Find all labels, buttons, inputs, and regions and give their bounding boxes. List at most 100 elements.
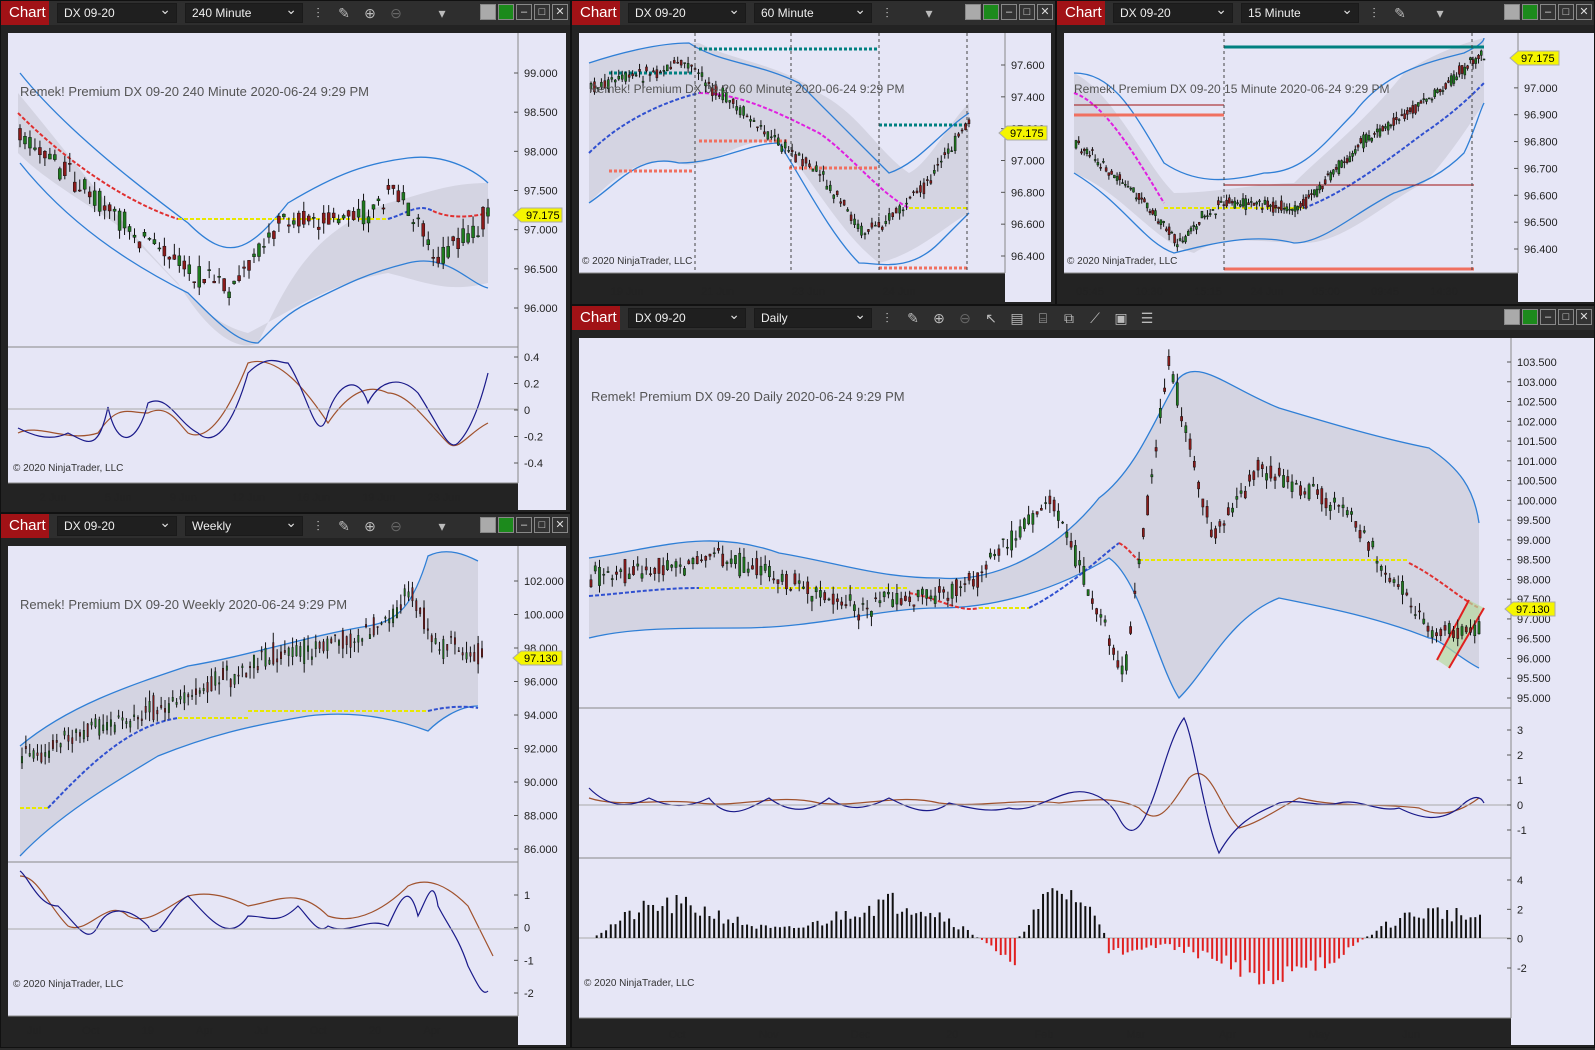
candle-body: [1299, 485, 1302, 496]
properties-icon[interactable]: ☰: [1140, 310, 1154, 326]
zoom-in-icon[interactable]: ⊕: [933, 310, 945, 326]
drawing-tool-icon[interactable]: ✎: [1394, 5, 1406, 21]
interval-selector[interactable]: Daily: [754, 305, 872, 328]
x-tick-label: 05:45: [1076, 286, 1104, 298]
candle-body: [438, 649, 441, 651]
instrument-selector[interactable]: DX 09-20: [628, 0, 746, 23]
maximize-button[interactable]: □: [1558, 4, 1574, 20]
candle-body: [1040, 508, 1043, 511]
histogram-bar: [1150, 938, 1153, 946]
maximize-button[interactable]: □: [1019, 4, 1035, 20]
interval-selector[interactable]: 60 Minute: [754, 0, 872, 23]
chart-panel[interactable]: Remek! Premium DX 09-20 Daily 2020-06-24…: [579, 338, 1594, 1045]
link-icon[interactable]: [1522, 4, 1538, 20]
chart-label[interactable]: Chart: [572, 1, 620, 25]
close-button[interactable]: ✕: [1576, 309, 1592, 325]
minimize-button[interactable]: –: [1540, 4, 1556, 20]
close-button[interactable]: ✕: [1576, 4, 1592, 20]
candle-body: [1252, 471, 1256, 480]
color-icon[interactable]: [965, 4, 981, 20]
candle-body: [891, 599, 895, 607]
chevron-down-icon[interactable]: ▾: [925, 5, 933, 21]
interval-selector[interactable]: 240 Minute: [185, 0, 303, 23]
link-icon[interactable]: [498, 4, 514, 20]
close-button[interactable]: ✕: [552, 4, 568, 20]
maximize-button[interactable]: □: [534, 517, 550, 533]
chevron-down-icon[interactable]: ▾: [1436, 5, 1444, 21]
minimize-button[interactable]: –: [516, 517, 532, 533]
chart-window-240min[interactable]: Chart DX 09-20 240 Minute ⫶ ✎ ⊕ ⊖ ▾ – □ …: [0, 0, 571, 513]
candle-body: [326, 212, 331, 225]
chevron-down-icon[interactable]: ▾: [438, 5, 446, 21]
y-tick-label: 96.500: [1524, 217, 1558, 229]
instrument-selector[interactable]: DX 09-20: [57, 0, 177, 23]
histogram-bar: [652, 904, 655, 938]
chart-label[interactable]: Chart: [1, 514, 49, 538]
bar-type-icon[interactable]: ⫶: [885, 5, 889, 21]
candle-body: [227, 291, 231, 299]
y-tick-label: 99.500: [1517, 515, 1551, 527]
candle-body: [421, 223, 426, 237]
osc-tick-label: -0.2: [524, 432, 543, 444]
minimize-button[interactable]: –: [1001, 4, 1017, 20]
color-icon[interactable]: [480, 517, 496, 533]
x-tick-label: 16 Jun: [297, 492, 330, 504]
chart-panel[interactable]: Remek! Premium DX 09-20 Weekly 2020-06-2…: [8, 546, 566, 1045]
interval-selector[interactable]: 15 Minute: [1241, 0, 1359, 23]
chart-label[interactable]: Chart: [1057, 1, 1105, 25]
link-icon[interactable]: [983, 4, 999, 20]
instrument-selector[interactable]: DX 09-20: [628, 305, 746, 328]
zoom-in-icon[interactable]: ⊕: [364, 5, 376, 21]
instrument-selector[interactable]: DX 09-20: [1113, 0, 1233, 23]
instrument-selector[interactable]: DX 09-20: [57, 513, 177, 536]
chevron-down-icon[interactable]: ▾: [438, 518, 446, 534]
color-icon[interactable]: [480, 4, 496, 20]
zoom-out-icon[interactable]: ⊖: [390, 518, 402, 534]
link-icon[interactable]: [498, 517, 514, 533]
candle-body: [349, 633, 352, 648]
bar-type-icon[interactable]: ⫶: [885, 310, 889, 326]
chart-panel[interactable]: Remek! Premium DX 09-20 60 Minute 2020-0…: [579, 33, 1051, 302]
chart-panel[interactable]: Remek! Premium DX 09-20 240 Minute 2020-…: [8, 33, 566, 510]
maximize-button[interactable]: □: [534, 4, 550, 20]
chart-window-weekly[interactable]: Chart DX 09-20 Weekly ⫶ ✎ ⊕ ⊖ ▾ – □ ✕: [0, 513, 571, 1048]
chart-label[interactable]: Chart: [1, 1, 49, 25]
candle-body: [997, 548, 1001, 556]
pointer-icon[interactable]: ↖: [985, 310, 997, 326]
data-box-icon[interactable]: ▤: [1010, 310, 1024, 326]
close-button[interactable]: ✕: [552, 517, 568, 533]
strategies-icon[interactable]: ⧉: [1064, 310, 1074, 326]
chart-panel[interactable]: Remek! Premium DX 09-20 15 Minute 2020-0…: [1064, 33, 1594, 302]
bar-type-icon[interactable]: ⫶: [316, 518, 320, 534]
chart-window-60min[interactable]: Chart DX 09-20 60 Minute ⫶ ▾ – □ ✕: [571, 0, 1056, 305]
chart-trader-icon[interactable]: ⟋: [1090, 310, 1100, 326]
minimize-button[interactable]: –: [516, 4, 532, 20]
color-icon[interactable]: [1504, 4, 1520, 20]
minimize-button[interactable]: –: [1540, 309, 1556, 325]
candle-body: [1269, 204, 1272, 207]
histogram-bar: [764, 925, 767, 938]
candle-body: [679, 59, 683, 66]
histogram-bar: [1464, 919, 1467, 938]
maximize-button[interactable]: □: [1558, 309, 1574, 325]
interval-selector[interactable]: Weekly: [185, 513, 303, 536]
candle-body: [884, 221, 888, 224]
bar-type-icon[interactable]: ⫶: [316, 5, 320, 21]
candle-body: [51, 740, 54, 749]
templates-icon[interactable]: ▣: [1114, 310, 1128, 326]
zoom-in-icon[interactable]: ⊕: [364, 518, 376, 534]
chart-label[interactable]: Chart: [572, 306, 620, 330]
zoom-out-icon[interactable]: ⊖: [959, 310, 971, 326]
drawing-tool-icon[interactable]: ✎: [338, 518, 350, 534]
close-button[interactable]: ✕: [1037, 4, 1053, 20]
drawing-tool-icon[interactable]: ✎: [338, 5, 350, 21]
candle-body: [1010, 530, 1013, 551]
chart-window-daily[interactable]: Chart DX 09-20 Daily ⫶ ✎ ⊕ ⊖ ↖ ▤ ⌸ ⧉ ⟋ ▣…: [571, 305, 1595, 1048]
drawing-tool-icon[interactable]: ✎: [907, 310, 919, 326]
indicators-icon[interactable]: ⌸: [1038, 310, 1048, 326]
color-icon[interactable]: [1504, 309, 1520, 325]
link-icon[interactable]: [1522, 309, 1538, 325]
bar-type-icon[interactable]: ⫶: [1372, 5, 1376, 21]
chart-window-15min[interactable]: Chart DX 09-20 15 Minute ⫶ ✎ ▾ – □ ✕: [1056, 0, 1595, 305]
zoom-out-icon[interactable]: ⊖: [390, 5, 402, 21]
